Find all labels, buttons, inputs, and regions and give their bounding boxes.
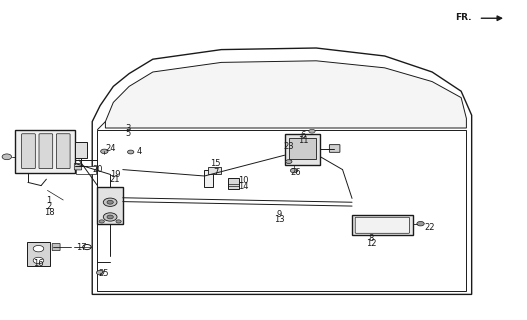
Circle shape: [103, 198, 117, 206]
Text: 1: 1: [46, 196, 52, 204]
FancyBboxPatch shape: [329, 145, 340, 152]
Circle shape: [101, 149, 108, 154]
Text: 7: 7: [213, 168, 219, 177]
FancyBboxPatch shape: [97, 187, 123, 224]
FancyBboxPatch shape: [75, 142, 87, 158]
Text: 11: 11: [298, 136, 308, 145]
Text: 9: 9: [277, 210, 282, 219]
Text: 3: 3: [125, 124, 131, 132]
Text: 12: 12: [366, 239, 377, 248]
Circle shape: [286, 160, 292, 164]
Text: 22: 22: [424, 223, 435, 232]
Text: 15: 15: [210, 159, 220, 168]
Text: 18: 18: [44, 208, 54, 217]
Text: 10: 10: [238, 176, 249, 185]
Text: 25: 25: [98, 269, 109, 278]
Circle shape: [309, 129, 315, 133]
FancyBboxPatch shape: [15, 130, 75, 173]
Circle shape: [290, 168, 298, 173]
Text: 2: 2: [46, 202, 52, 211]
FancyBboxPatch shape: [39, 134, 53, 169]
Text: 20: 20: [92, 165, 103, 174]
Text: 14: 14: [238, 182, 249, 191]
FancyBboxPatch shape: [355, 217, 409, 233]
Text: 26: 26: [291, 168, 301, 177]
Circle shape: [2, 154, 12, 160]
Text: FR.: FR.: [455, 13, 472, 22]
Text: 8: 8: [369, 234, 374, 243]
FancyBboxPatch shape: [74, 164, 82, 170]
Circle shape: [99, 220, 104, 223]
FancyBboxPatch shape: [204, 170, 213, 187]
Polygon shape: [105, 61, 466, 128]
Text: 16: 16: [33, 260, 44, 268]
FancyBboxPatch shape: [76, 166, 96, 174]
Text: 19: 19: [110, 170, 120, 179]
Circle shape: [96, 270, 104, 275]
Circle shape: [417, 221, 424, 226]
Circle shape: [33, 257, 44, 264]
Text: 13: 13: [274, 215, 285, 224]
FancyBboxPatch shape: [289, 138, 316, 159]
Text: 17: 17: [76, 244, 87, 252]
Text: 23: 23: [284, 142, 294, 151]
Text: 4: 4: [137, 147, 142, 156]
FancyBboxPatch shape: [56, 134, 70, 169]
FancyBboxPatch shape: [22, 134, 35, 169]
Text: 5: 5: [125, 129, 131, 138]
Text: 21: 21: [110, 175, 120, 184]
Circle shape: [107, 215, 113, 219]
Circle shape: [33, 245, 44, 252]
FancyBboxPatch shape: [228, 178, 239, 189]
Circle shape: [107, 200, 113, 204]
Text: 24: 24: [105, 144, 116, 153]
Text: 6: 6: [300, 131, 306, 140]
FancyBboxPatch shape: [352, 215, 413, 235]
Polygon shape: [27, 242, 50, 266]
FancyBboxPatch shape: [285, 134, 320, 165]
FancyBboxPatch shape: [52, 244, 60, 251]
FancyBboxPatch shape: [208, 167, 221, 174]
Circle shape: [103, 213, 117, 221]
Circle shape: [116, 220, 121, 223]
Circle shape: [128, 150, 134, 154]
